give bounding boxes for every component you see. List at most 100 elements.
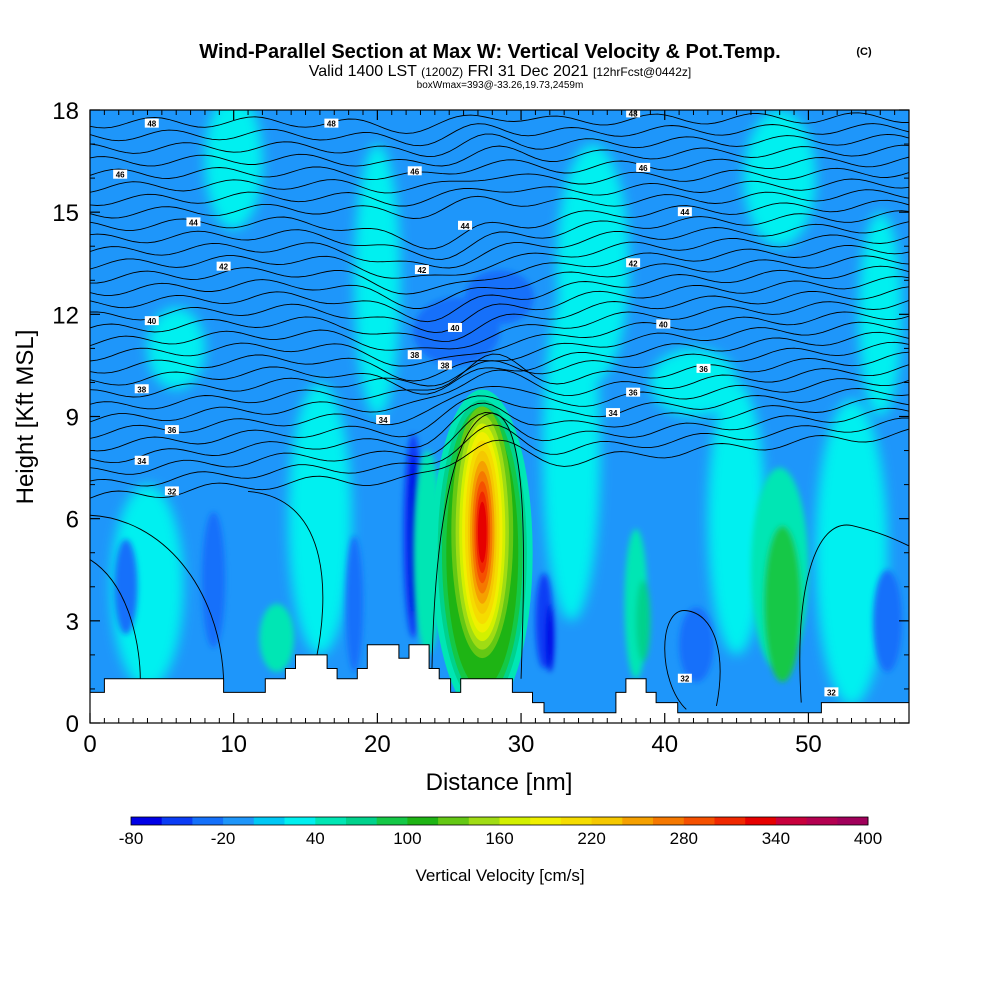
colorbar-swatch bbox=[468, 817, 500, 825]
colorbar-tick-label: 160 bbox=[485, 829, 513, 848]
theta-contour bbox=[90, 341, 909, 398]
colorbar-swatch bbox=[745, 817, 777, 825]
svg-text:46: 46 bbox=[639, 164, 648, 173]
colorbar-swatch bbox=[438, 817, 470, 825]
theta-contour bbox=[90, 112, 909, 134]
svg-text:36: 36 bbox=[699, 365, 708, 374]
theta-label: 32 bbox=[824, 687, 839, 697]
theta-contour bbox=[248, 490, 324, 655]
forecast-info: [12hrFcst@0442z] bbox=[593, 65, 691, 79]
theta-contour bbox=[90, 351, 909, 410]
svg-text:38: 38 bbox=[440, 361, 449, 370]
theta-contour bbox=[90, 221, 909, 269]
svg-text:44: 44 bbox=[680, 208, 689, 217]
theta-contour bbox=[90, 144, 909, 167]
theta-label: 48 bbox=[626, 110, 641, 118]
theta-contour bbox=[90, 514, 225, 679]
colorbar-swatch bbox=[253, 817, 285, 825]
theta-label: 48 bbox=[144, 118, 159, 129]
downdraft-area bbox=[464, 270, 535, 325]
y-tick-label: 3 bbox=[66, 609, 79, 636]
svg-text:48: 48 bbox=[327, 120, 336, 129]
weak-updraft-area bbox=[147, 307, 206, 390]
colorbar-swatch bbox=[775, 817, 808, 825]
theta-contour bbox=[90, 133, 909, 158]
colorbar-tick-label: 220 bbox=[577, 829, 605, 848]
downdraft-area bbox=[345, 535, 364, 672]
weak-updraft-area bbox=[815, 399, 888, 706]
svg-text:34: 34 bbox=[379, 416, 388, 425]
box-info: boxWmax=393@-33.26,19.73,2459m bbox=[417, 80, 584, 91]
colorbar-swatch bbox=[683, 817, 715, 825]
theta-labels: 48 48 48 46 46 46 44 44 44 42 42 42 40 40 40 38 38 38 36 36… bbox=[113, 110, 839, 697]
weak-updraft-area bbox=[288, 382, 352, 655]
theta-label: 48 bbox=[324, 118, 339, 129]
theta-contour bbox=[90, 156, 909, 180]
valid-utc: (1200Z) bbox=[421, 65, 463, 79]
theta-contour bbox=[90, 428, 909, 499]
theta-contour bbox=[90, 234, 909, 279]
theta-label: 34 bbox=[134, 455, 149, 466]
colorbar-swatch bbox=[284, 817, 316, 825]
theta-contour bbox=[664, 610, 721, 710]
theta-contour bbox=[90, 331, 909, 395]
theta-contour bbox=[90, 199, 909, 250]
moderate-updraft-area bbox=[259, 603, 295, 672]
theta-contour bbox=[90, 299, 909, 351]
moderate-updraft-area bbox=[763, 525, 802, 683]
svg-text:32: 32 bbox=[167, 487, 176, 496]
theta-contour bbox=[431, 412, 524, 679]
colorbar-swatch bbox=[315, 817, 347, 825]
theta-contour bbox=[90, 123, 909, 147]
svg-text:40: 40 bbox=[147, 317, 156, 326]
theta-contour bbox=[90, 265, 909, 323]
x-tick-label: 40 bbox=[651, 731, 678, 758]
colorbar-swatch bbox=[499, 817, 531, 825]
x-axis-label: Distance [nm] bbox=[426, 769, 573, 796]
theta-contour bbox=[90, 397, 909, 464]
valid-date: FRI 31 Dec 2021 bbox=[468, 63, 589, 80]
theta-contour bbox=[90, 178, 909, 207]
svg-text:38: 38 bbox=[410, 351, 419, 360]
y-tick-label: 15 bbox=[52, 200, 79, 227]
colorbar-tick-label: 100 bbox=[393, 829, 421, 848]
theta-label: 38 bbox=[134, 384, 149, 394]
theta-contour bbox=[90, 388, 909, 452]
colorbar-swatch bbox=[653, 817, 685, 825]
theta-label: 36 bbox=[164, 425, 179, 435]
theta-label: 42 bbox=[216, 261, 231, 272]
y-tick-label: 12 bbox=[52, 302, 79, 329]
x-tick-label: 20 bbox=[364, 731, 391, 758]
theta-label: 32 bbox=[164, 486, 179, 496]
colorbar-swatch bbox=[622, 817, 654, 825]
colorbar-swatch bbox=[837, 817, 869, 825]
theta-label: 44 bbox=[458, 220, 473, 231]
colorbar-tick-label: 340 bbox=[762, 829, 790, 848]
svg-text:34: 34 bbox=[609, 409, 618, 418]
weak-updraft-area bbox=[858, 212, 902, 417]
colorbar-swatch bbox=[192, 817, 224, 825]
colorbar-frame bbox=[130, 816, 869, 826]
colorbar-swatch bbox=[376, 817, 408, 825]
colorbar-swatch bbox=[161, 817, 193, 825]
theta-contour bbox=[90, 245, 909, 295]
theta-label: 46 bbox=[113, 169, 128, 180]
weak-updraft-field bbox=[111, 110, 902, 706]
svg-text:42: 42 bbox=[417, 266, 426, 275]
theta-contour bbox=[90, 364, 909, 423]
theta-contour bbox=[90, 276, 909, 334]
weak-updraft-area bbox=[111, 484, 184, 689]
copyright-mark: (C) bbox=[856, 46, 872, 58]
x-tick-label: 10 bbox=[220, 731, 247, 758]
colorbar-swatch bbox=[346, 817, 378, 825]
svg-text:32: 32 bbox=[680, 675, 689, 684]
theta-label: 40 bbox=[447, 322, 462, 333]
colorbar-tick-label: 40 bbox=[306, 829, 325, 848]
theta-contours bbox=[90, 112, 909, 710]
plot-area: 48 48 48 46 46 46 44 44 44 42 42 42 40 40 40 38 38 38 36 36… bbox=[90, 110, 909, 723]
svg-text:46: 46 bbox=[116, 171, 125, 180]
theta-label: 36 bbox=[696, 363, 711, 374]
colorbar-label: Vertical Velocity [cm/s] bbox=[415, 866, 584, 885]
downdraft-area bbox=[114, 539, 138, 635]
svg-text:42: 42 bbox=[629, 259, 638, 268]
